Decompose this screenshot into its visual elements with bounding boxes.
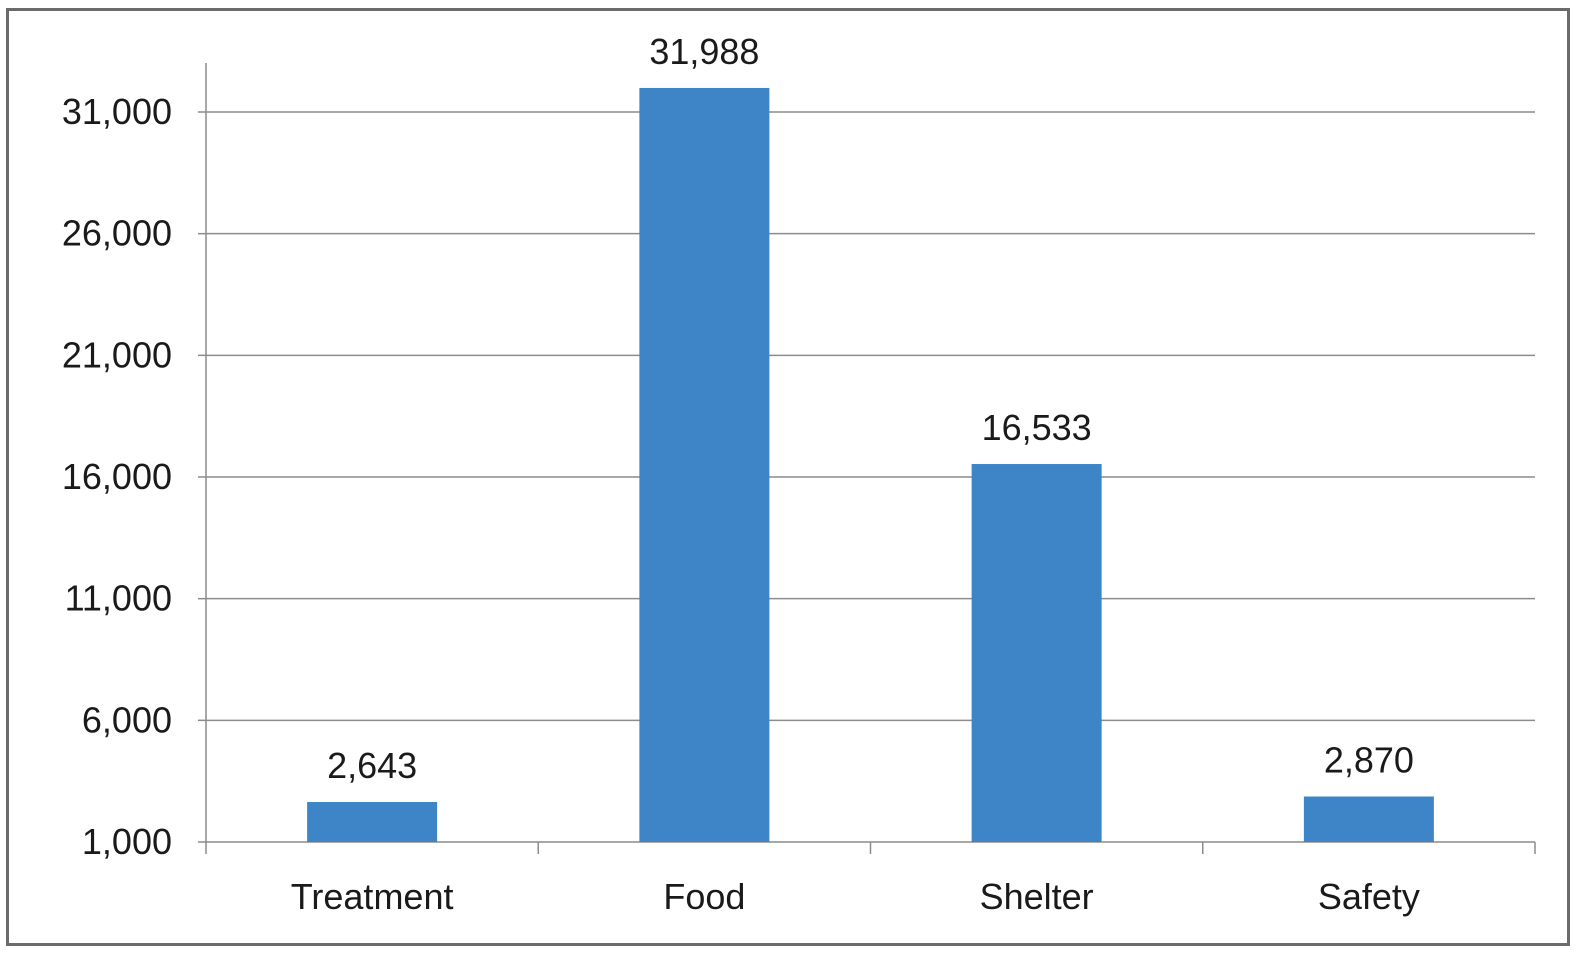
axes: [198, 63, 1536, 854]
y-tick-label: 16,000: [62, 456, 172, 497]
x-tick-label-shelter: Shelter: [980, 876, 1094, 917]
gridlines: [206, 111, 1535, 722]
y-tick-label: 31,000: [62, 91, 172, 132]
data-label-safety: 2,870: [1324, 739, 1414, 780]
labels: 1,000 6,000 11,000 16,000 21,000 26,000 31,000…: [62, 31, 1420, 917]
bar-chart: 1,000 6,000 11,000 16,000 21,000 26,000 31,000…: [62, 31, 1536, 917]
y-tick-label: 1,000: [82, 821, 172, 862]
y-tick-label: 26,000: [62, 213, 172, 254]
bar-treatment: [307, 802, 438, 842]
x-tick-label-treatment: Treatment: [291, 876, 454, 917]
y-tick-label: 21,000: [62, 334, 172, 375]
bar-shelter: [971, 464, 1102, 842]
bar-food: [639, 87, 770, 842]
data-label-food: 31,988: [649, 31, 759, 72]
y-tick-label: 6,000: [82, 699, 172, 740]
x-tick-label-safety: Safety: [1318, 876, 1420, 917]
x-tick-label-food: Food: [663, 876, 745, 917]
bars: [307, 87, 1434, 842]
bar-safety: [1303, 796, 1434, 842]
chart-frame: 1,000 6,000 11,000 16,000 21,000 26,000 31,000…: [6, 8, 1570, 946]
data-label-shelter: 16,533: [982, 407, 1092, 448]
data-label-treatment: 2,643: [327, 745, 417, 786]
y-tick-label: 11,000: [65, 578, 172, 619]
